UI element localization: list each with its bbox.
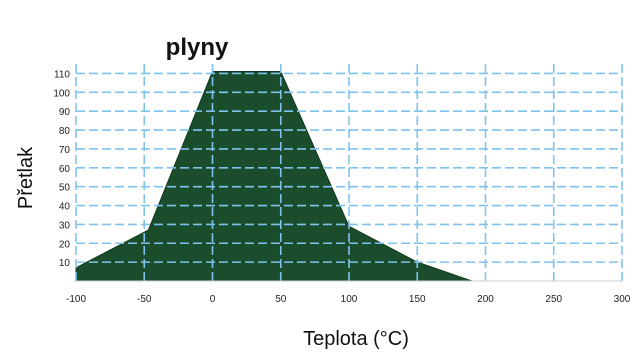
y-tick-label: 50 bbox=[59, 183, 71, 194]
y-tick-label: 10 bbox=[59, 258, 71, 269]
y-tick-label: 110 bbox=[54, 69, 70, 80]
x-tick-label: 100 bbox=[341, 294, 358, 305]
chart-title: plyny bbox=[166, 34, 229, 61]
y-tick-label: 60 bbox=[59, 164, 71, 175]
x-tick-label: 50 bbox=[275, 294, 287, 305]
x-tick-label: -100 bbox=[66, 294, 86, 305]
plot-area: 10 20 30 40 50 60 70 80 90 100 110 -100 -50 0 50 100 150… bbox=[53, 64, 631, 305]
y-tick-label: 80 bbox=[59, 126, 71, 137]
y-tick-label: 70 bbox=[59, 145, 71, 156]
y-tick-label: 40 bbox=[59, 202, 71, 213]
area-series bbox=[75, 71, 473, 282]
x-tick-label: 250 bbox=[545, 294, 562, 305]
y-tick-label: 20 bbox=[59, 239, 71, 250]
x-tick-label: 200 bbox=[477, 294, 494, 305]
x-tick-label: 300 bbox=[614, 294, 631, 305]
y-tick-label: 90 bbox=[59, 107, 71, 118]
y-axis-label: Přetlak bbox=[15, 146, 37, 209]
x-tick-label: -50 bbox=[137, 294, 152, 305]
x-axis-label: Teplota (°C) bbox=[303, 328, 409, 350]
y-tick-label: 30 bbox=[59, 220, 71, 231]
x-tick-label: 0 bbox=[210, 294, 216, 305]
x-tick-label: 150 bbox=[409, 294, 426, 305]
y-tick-label: 100 bbox=[53, 88, 70, 99]
